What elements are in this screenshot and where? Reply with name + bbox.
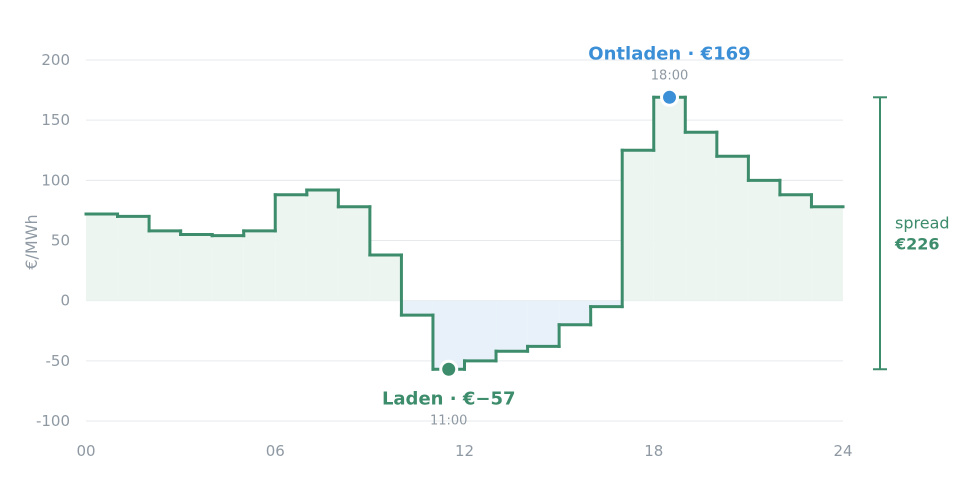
area-fill-segment — [716, 156, 749, 301]
area-fill-segment — [212, 235, 244, 301]
discharge-time-label: 18:00 — [651, 68, 688, 83]
area-fill-segment — [653, 97, 686, 301]
area-fill-segment — [401, 300, 433, 316]
x-tick-label: 06 — [266, 442, 285, 460]
area-fill-layer — [86, 97, 843, 370]
charge-time-label: 11:00 — [430, 413, 467, 428]
charge-label: Laden · €−57 — [382, 388, 516, 409]
x-tick-label: 12 — [455, 442, 474, 460]
area-fill-segment — [496, 300, 528, 352]
area-fill-segment — [306, 189, 339, 301]
y-axis-label: €/MWh — [22, 214, 41, 269]
area-fill-segment — [779, 194, 812, 301]
y-tick-label: -100 — [36, 412, 70, 430]
y-tick-label: 100 — [41, 171, 70, 189]
y-tick-label: 150 — [41, 111, 70, 129]
discharge-marker — [660, 87, 680, 107]
area-fill-segment — [86, 214, 118, 301]
charge-marker — [439, 359, 459, 379]
y-tick-label: 0 — [60, 292, 70, 310]
area-fill-segment — [464, 300, 497, 361]
area-fill-segment — [180, 234, 213, 301]
area-fill-segment — [748, 180, 780, 301]
area-fill-segment — [811, 206, 843, 301]
x-tick-label: 18 — [644, 442, 663, 460]
spread-value: €226 — [894, 234, 940, 253]
y-tick-label: -50 — [46, 352, 71, 370]
area-fill-segment — [117, 216, 150, 301]
area-fill-segment — [369, 254, 402, 301]
y-tick-label: 200 — [41, 51, 70, 69]
area-fill-segment — [275, 194, 307, 301]
area-fill-segment — [590, 300, 623, 307]
tick-label-layer: 200 150 100 50 0 -50 -100 00 06 12 18 24 — [36, 51, 853, 460]
discharge-label: Ontladen · €169 — [588, 43, 750, 64]
area-fill-segment — [243, 230, 276, 301]
spread-label: spread — [895, 213, 950, 232]
x-tick-label: 24 — [833, 442, 852, 460]
area-fill-segment — [338, 206, 370, 301]
area-fill-segment — [432, 300, 465, 370]
area-fill-segment — [622, 150, 654, 301]
area-fill-segment — [559, 300, 591, 325]
x-tick-label: 00 — [76, 442, 95, 460]
y-tick-label: 50 — [51, 232, 70, 250]
series-line-layer — [84, 95, 845, 371]
area-fill-segment — [527, 300, 560, 347]
area-fill-segment — [685, 132, 717, 301]
annotation-layer: Ontladen · €169 18:00 Laden · €−57 11:00… — [382, 43, 950, 428]
area-fill-segment — [149, 230, 181, 301]
